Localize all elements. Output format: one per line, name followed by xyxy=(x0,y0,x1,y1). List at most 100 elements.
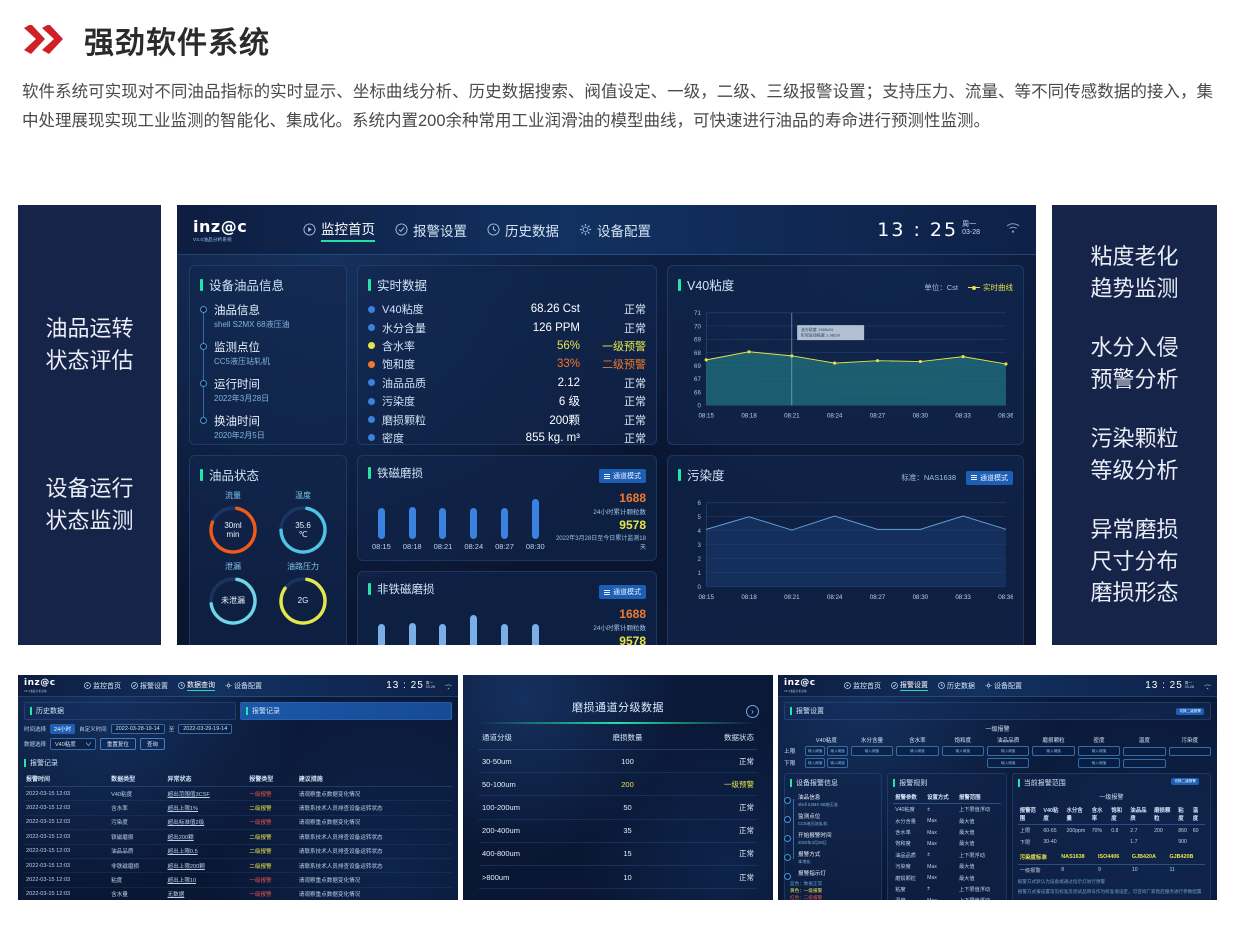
table-body: V40粘度 ± 上下限值浮动 水分含量 Max 最大值 含水率 Max 最大值 饱和度 Max 最大值… xyxy=(893,804,1001,900)
ferro-num-24h: 1688 xyxy=(619,491,646,505)
threshold-cell: 输入阈值 xyxy=(941,746,984,757)
nav-item-device-config[interactable]: 设备配置 xyxy=(579,220,651,240)
list-item: 油品信息 shell S2MX 68液压油 xyxy=(200,302,336,330)
table-row[interactable]: 100-200um 50 正常 xyxy=(479,795,757,820)
table-row[interactable]: 2022-03-15 12:03 V40粘度 超出范围值3CSF 一级报警 请观察重点数… xyxy=(24,786,452,802)
date-to-input[interactable]: 2022-03-29-19-14 xyxy=(178,724,233,734)
table-row[interactable]: 2022-03-15 12:03 粘度 超出上限10 一级报警 请观察重点数据变化情况 xyxy=(24,872,452,888)
threshold-input[interactable]: 输入阈值 xyxy=(896,746,939,757)
threshold-input[interactable]: 输入阈值 xyxy=(1077,758,1121,769)
threshold-cell: 输入阈值 输入阈值 xyxy=(805,758,848,769)
metric-value: 6 级 xyxy=(558,396,580,409)
nav-item-monitor-home[interactable]: 监控首页 xyxy=(844,680,881,691)
table-row[interactable]: 2022-03-15 12:03 油品品质 超出上限0.5 二级报警 请联系技术人员排查… xyxy=(24,844,452,859)
range-notes: 报警方式默认为设备端通过指示灯进行预警 报警方式报设置常见标准及测试品牌号作为标准… xyxy=(1018,879,1205,896)
table-cell: >800um xyxy=(479,865,585,890)
pill-label: 通道模式 xyxy=(613,473,641,480)
threshold-input[interactable]: 输入阈值 xyxy=(827,758,848,769)
nav-label: 设备配置 xyxy=(234,682,262,690)
threshold-input[interactable]: 输入阈值 xyxy=(986,746,1030,757)
oil-info-label: 监测点位 xyxy=(214,342,260,354)
nav-item-device-config[interactable]: 设备配置 xyxy=(225,680,262,691)
threshold-input[interactable]: 输入阈值 xyxy=(805,746,826,757)
bar-item: 08:15 xyxy=(372,508,391,551)
bell-check-icon xyxy=(131,682,138,689)
table-header-row: 报警范围 V40粘度 水分含量 含水率 饱和度 油品品质 磨损颗粒 粘度 温度 xyxy=(1017,803,1205,826)
card-title: 设备油品信息 xyxy=(200,275,336,294)
table-cell: Max xyxy=(927,818,937,825)
wifi-icon xyxy=(1204,677,1211,695)
list-item: 运行时间 2022年3月28日 xyxy=(200,376,336,404)
chart-plot-pollution[interactable]: 6 5 4 3 2 1 0 08:15 08:18 08:21 08:24 08:27 08:30 08:… xyxy=(678,494,1013,604)
column-header: 磨损数量 xyxy=(584,726,671,750)
navbar: inz@c V3.0油品分析系统 监控首页 报警设置 历史数据 设备配置 13 … xyxy=(778,675,1217,697)
threshold-input[interactable]: 输入阈值 xyxy=(1032,746,1075,757)
search-button[interactable]: 查询 xyxy=(139,738,165,750)
nav-item-alarm-settings[interactable]: 报警设置 xyxy=(891,680,928,691)
switch-level2-badge[interactable]: 切换二级报警 xyxy=(1176,707,1204,715)
realtime-row: 密度 855 kg. m³ 正常 xyxy=(368,429,646,447)
shot-body: 历史数据 报警记录 时间选择 24小时 自定义时间 2022-03-28-19-… xyxy=(18,697,458,900)
card-title: 非铁磁磨损 xyxy=(368,581,435,597)
threshold-cell: 输入阈值 输入阈值 xyxy=(805,746,848,757)
modal-next-icon[interactable]: › xyxy=(746,705,759,718)
nav-item-alarm-settings[interactable]: 报警设置 xyxy=(131,680,168,691)
table-cell: 最大值 xyxy=(958,818,975,825)
metric-value: 56% xyxy=(556,339,580,352)
threshold-input[interactable] xyxy=(1123,746,1166,756)
table-row[interactable]: 50-100um 200 一级预警 xyxy=(479,772,757,797)
table-row[interactable]: 2022-03-15 12:03 含水量 无数据 一级报警 请观察重点数据变化情况 xyxy=(24,887,452,900)
channel-mode-button[interactable]: 通道模式 xyxy=(599,469,646,483)
table-row[interactable]: 2022-03-15 12:03 污染度 超出标准值2级 一级报警 请观察重点数据变化情… xyxy=(24,815,452,831)
clock-date: 周一 03-28 xyxy=(426,681,435,691)
nav-item-history-data[interactable]: 历史数据 xyxy=(938,680,975,691)
chart-plot-v40[interactable]: 71 70 69 68 69 67 66 0 油方粘度 1389cSt 实时运动粘度 1.98cS… xyxy=(678,304,1013,423)
nav-item-monitor-home[interactable]: 监控首页 xyxy=(84,680,121,691)
left-feature-1-line1: 油品运转 xyxy=(45,316,134,342)
nav-item-device-config[interactable]: 设备配置 xyxy=(985,680,1022,691)
bar xyxy=(470,508,478,539)
switch-level2-badge[interactable]: 切换二级报警 xyxy=(1171,778,1199,786)
play-circle-icon xyxy=(844,682,851,689)
threshold-input[interactable] xyxy=(1168,746,1211,756)
time-chip-24h[interactable]: 24小时 xyxy=(50,724,76,734)
nav-item-data-query[interactable]: 数据查询 xyxy=(178,680,215,691)
threshold-input[interactable]: 输入阈值 xyxy=(986,758,1030,769)
table-row[interactable]: 2022-03-15 12:03 铁磁磨损 超出200颗 二级报警 请联系技术人员排查设… xyxy=(24,829,452,845)
threshold-input[interactable] xyxy=(1123,758,1166,768)
table-row[interactable]: 400-800um 15 正常 xyxy=(479,842,757,866)
metric-name: 油品品质 xyxy=(382,377,426,390)
bell-check-icon xyxy=(891,682,898,689)
threshold-input[interactable]: 输入阈值 xyxy=(827,746,848,757)
threshold-input[interactable]: 输入阈值 xyxy=(1077,746,1121,757)
legend-item-realtime[interactable]: 实时曲线 xyxy=(968,282,1013,293)
bar-label: 08:30 xyxy=(525,542,545,551)
table-row[interactable]: >800um 10 正常 xyxy=(479,865,757,890)
table-row[interactable]: 2022-03-15 12:03 非铁磁磨损 超出上限200颗 二级报警 请联系技术人员… xyxy=(24,858,452,874)
threshold-input[interactable]: 输入阈值 xyxy=(850,746,894,757)
gauge-流量: 流量 30ml min xyxy=(200,490,266,557)
data-type-select[interactable]: V40粘度 xyxy=(50,738,96,750)
table-row[interactable]: 200-400um 35 正常 xyxy=(479,819,757,843)
threshold-cell: 输入阈值 xyxy=(986,746,1030,757)
tab-label: 报警记录 xyxy=(252,708,280,715)
card-title: 污染度 xyxy=(678,465,725,484)
status-dot xyxy=(368,305,375,313)
threshold-input[interactable]: 输入阈值 xyxy=(805,758,826,769)
tab-alarm-records[interactable]: 报警记录 xyxy=(240,702,452,720)
channel-mode-button[interactable]: 通道模式 xyxy=(599,585,646,599)
channel-mode-button[interactable]: 通道模式 xyxy=(966,470,1013,485)
reset-button[interactable]: 重置复位 xyxy=(99,738,136,750)
table-row[interactable]: 2022-03-15 12:03 含水率 超出上限1% 二级报警 请联系技术人员排查设备… xyxy=(24,800,452,816)
threshold-input[interactable]: 输入阈值 xyxy=(941,746,984,757)
nav-item-alarm-settings[interactable]: 报警设置 xyxy=(395,220,467,240)
tab-history-data[interactable]: 历史数据 xyxy=(24,702,236,720)
table-row[interactable]: 30-50um 100 正常 xyxy=(479,749,757,774)
date-from-input[interactable]: 2022-03-28-19-14 xyxy=(110,724,165,734)
bar-item: 08:24 xyxy=(464,508,483,551)
nav-item-monitor-home[interactable]: 监控首页 xyxy=(303,218,375,242)
nav-item-history-data[interactable]: 历史数据 xyxy=(487,220,559,240)
metric-name: 水分含量 xyxy=(382,322,426,335)
table-cell: 2022-03-15 12:03 xyxy=(24,800,110,816)
lamp-legend-item: 黄色：一级报警 xyxy=(790,888,823,894)
